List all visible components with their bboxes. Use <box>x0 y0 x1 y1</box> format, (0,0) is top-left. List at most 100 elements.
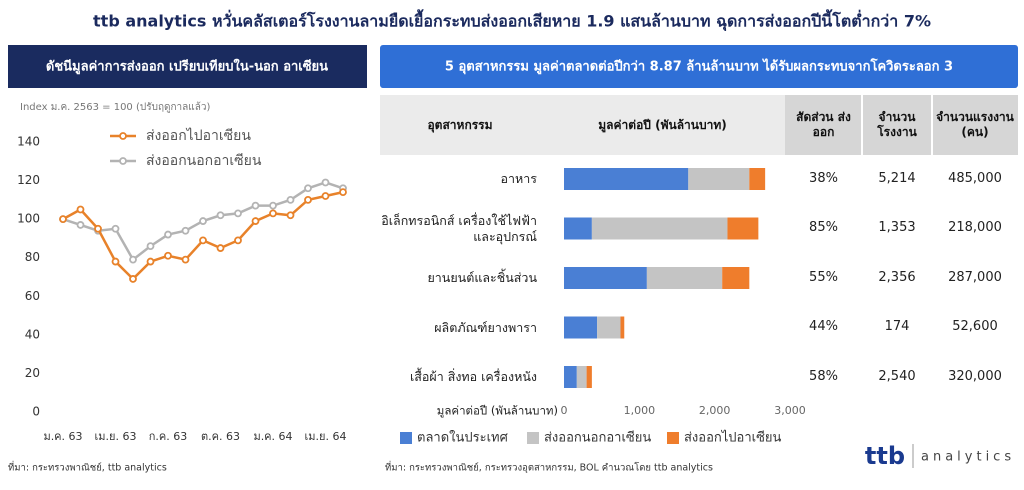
x-axis-title: มูลค่าต่อปี (พันล้านบาท) <box>437 404 558 418</box>
category-label: อาหาร <box>500 171 538 187</box>
table-cell: 1,353 <box>878 220 916 236</box>
point <box>339 188 347 197</box>
point <box>59 215 67 224</box>
point <box>321 192 330 200</box>
table-cell: 174 <box>884 319 910 335</box>
logo-name: analytics <box>921 450 1015 465</box>
x-tick-label: ม.ค. 64 <box>253 430 292 443</box>
point <box>164 251 172 260</box>
bar-segment <box>620 316 625 339</box>
point <box>111 224 120 233</box>
table-cell: 44% <box>809 319 838 335</box>
point <box>234 236 242 245</box>
point <box>111 257 120 266</box>
table-cell: 320,000 <box>948 368 1002 384</box>
chart-title: 5 อุตสาหกรรม มูลค่าตลาดต่อปีกว่า 8.87 ล้… <box>445 58 953 75</box>
point <box>199 236 207 245</box>
table-header: จำนวนแรงงาน (คน) <box>936 110 1014 139</box>
y-tick-label: 100 <box>17 212 40 226</box>
point <box>304 184 312 193</box>
table-header: จำนวน โรงงาน <box>877 110 917 139</box>
table-header-bg <box>380 95 785 155</box>
point <box>304 195 312 204</box>
category-label: ยานยนต์และชิ้นส่วน <box>427 270 537 286</box>
logo-brand: ttb <box>865 442 905 470</box>
bar-segment <box>688 168 750 190</box>
bar-segment <box>722 267 750 289</box>
bar-segment <box>564 366 577 388</box>
category-label: อิเล็กทรอนิกส์ เครื่องใช้ไฟฟ้าและอุปกรณ์ <box>381 212 537 244</box>
table-cell: 2,356 <box>878 269 916 285</box>
point <box>234 209 242 218</box>
point <box>146 242 155 251</box>
x-tick-label: ม.ค. 63 <box>43 430 82 443</box>
category-label: ผลิตภัณฑ์ยางพารา <box>434 319 537 335</box>
y-tick-label: 0 <box>32 405 40 419</box>
category-label: เสื้อผ้า สิ่งทอ เครื่องหนัง <box>409 369 537 385</box>
page-title: ttb analytics หวั่นคลัสเตอร์โรงงานลามยืด… <box>93 9 931 32</box>
x-tick-label: 0 <box>561 404 568 417</box>
table-cell: 485,000 <box>948 170 1002 186</box>
legend-swatch <box>527 432 539 444</box>
point <box>181 255 190 264</box>
y-tick-label: 60 <box>25 289 40 303</box>
x-tick-label: 1,000 <box>624 404 656 417</box>
table-header: อุตสาหกรรม <box>427 117 493 132</box>
point <box>216 244 225 252</box>
point <box>286 195 295 204</box>
legend-swatch <box>400 432 412 444</box>
x-tick-label: 2,000 <box>699 404 731 417</box>
point <box>76 205 85 214</box>
legend-label: ส่งออกไปอาเซียน <box>684 430 782 446</box>
table-cell: 2,540 <box>878 368 916 384</box>
y-tick-label: 120 <box>17 173 40 187</box>
table-cell: 58% <box>809 368 838 384</box>
bar-segment <box>597 316 621 339</box>
table-cell: 55% <box>809 269 838 285</box>
legend-label: ส่งออกนอกอาเซียน <box>544 430 651 446</box>
table-header: สัดส่วน ส่งออก <box>796 110 851 139</box>
source: ที่มา: กระทรวงพาณิชย์, กระทรวงอุตสาหกรรม… <box>385 461 713 474</box>
x-tick-label: ต.ค. 63 <box>201 430 240 443</box>
table-cell: 38% <box>809 170 838 186</box>
bar-segment <box>646 267 723 289</box>
point <box>216 211 225 220</box>
table-cell: 52,600 <box>952 319 998 335</box>
bar-segment <box>586 366 592 388</box>
legend-label: ส่งออกไปอาเซียน <box>146 127 251 144</box>
point <box>146 257 155 266</box>
legend-marker <box>119 157 127 165</box>
bar-segment <box>564 217 592 240</box>
x-tick-label: เม.ย. 64 <box>305 430 347 443</box>
point <box>76 221 85 229</box>
bar-segment <box>564 267 647 289</box>
point <box>251 201 260 210</box>
point <box>129 275 137 283</box>
legend-swatch <box>667 432 679 444</box>
y-tick-label: 140 <box>17 135 40 149</box>
table-header-bg <box>785 95 1018 155</box>
point <box>269 209 277 218</box>
point <box>181 226 190 235</box>
x-tick-label: ก.ค. 63 <box>149 430 188 443</box>
point <box>94 224 102 233</box>
point <box>199 217 207 225</box>
bar-segment <box>576 366 587 388</box>
bar-segment <box>727 217 759 240</box>
y-tick-label: 80 <box>25 250 40 264</box>
legend-label: ส่งออกนอกอาเซียน <box>146 153 262 169</box>
right-header-bg <box>380 45 1018 88</box>
legend-label: ตลาดในประเทศ <box>417 430 509 446</box>
bar-segment <box>564 316 598 339</box>
source: ที่มา: กระทรวงพาณิชย์, ttb analytics <box>8 461 167 474</box>
point <box>129 255 137 264</box>
left-header-bg <box>8 45 367 88</box>
series-line <box>62 190 344 281</box>
table-cell: 5,214 <box>878 170 916 186</box>
table-cell: 85% <box>809 220 838 236</box>
y-tick-label: 40 <box>25 327 40 341</box>
table-header: มูลค่าต่อปี (พันล้านบาท) <box>598 117 727 132</box>
y-tick-label: 20 <box>25 366 40 380</box>
